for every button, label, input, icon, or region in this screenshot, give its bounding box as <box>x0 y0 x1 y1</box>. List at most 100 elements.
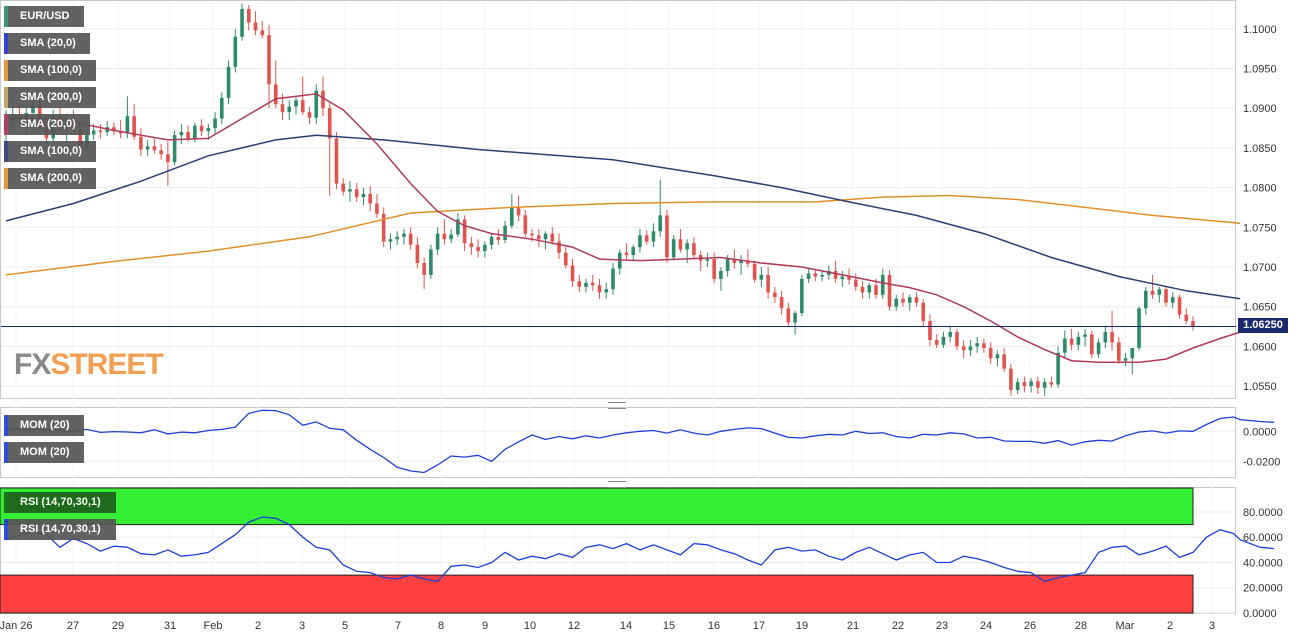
candle <box>341 178 346 196</box>
candle-body <box>31 104 35 113</box>
candle <box>550 227 555 245</box>
candle <box>327 101 332 196</box>
x-tick-label: Mar <box>1116 620 1135 632</box>
panel-resize-handle[interactable] <box>608 481 626 488</box>
candle-body <box>510 207 514 226</box>
candle-body <box>955 332 959 347</box>
candle-body <box>1009 368 1013 391</box>
candle-body <box>739 260 743 264</box>
candle-body <box>712 259 716 279</box>
candle-body <box>907 297 912 303</box>
legend-sma20[interactable]: SMA (20,0) <box>4 33 90 54</box>
candle-body <box>91 130 96 135</box>
y-tick-label: 1.0950 <box>1243 63 1277 75</box>
legend-mom[interactable]: MOM (20) <box>4 415 84 436</box>
candle <box>759 266 764 287</box>
candle-body <box>847 276 851 280</box>
candle <box>833 260 838 283</box>
legend-rsi[interactable]: RSI (14,70,30,1) <box>4 492 116 513</box>
candle <box>678 228 683 253</box>
candle <box>1022 376 1027 393</box>
legend-mom-line[interactable]: MOM (20) <box>4 442 84 463</box>
candle <box>1063 330 1067 359</box>
candle-body <box>1069 338 1074 345</box>
candle-body <box>1002 354 1006 369</box>
candle-body <box>139 136 143 150</box>
candle <box>941 332 946 348</box>
candle-body <box>901 298 905 303</box>
legend-sma200[interactable]: SMA (200,0) <box>4 87 96 108</box>
candle-body <box>489 236 494 245</box>
candle-body <box>1130 347 1135 359</box>
x-tick-label: 22 <box>892 620 904 632</box>
candle-body <box>563 252 568 266</box>
y-tick-label: 1.0700 <box>1243 262 1277 274</box>
price-panel[interactable] <box>0 0 1236 399</box>
candle-body <box>213 118 217 129</box>
y-tick-label: 1.0650 <box>1243 302 1277 314</box>
candle-body <box>611 268 615 290</box>
candle-body <box>557 241 561 253</box>
candle-body <box>928 320 932 341</box>
candle-body <box>597 285 602 293</box>
candle-body <box>1015 382 1020 391</box>
y-tick-label: 1.0900 <box>1243 103 1277 115</box>
candle <box>489 233 494 250</box>
candle-body <box>961 346 966 351</box>
legend-sma200-line[interactable]: SMA (200,0) <box>4 168 96 189</box>
candle-body <box>341 183 346 192</box>
candle <box>1184 308 1189 325</box>
logo-street: STREET <box>50 348 163 381</box>
candle-body <box>118 131 123 134</box>
candle <box>402 228 406 245</box>
current-price-label: 1.06250 <box>1238 318 1288 333</box>
candle-body <box>617 252 622 269</box>
candle-body <box>1049 382 1054 385</box>
candle-body <box>199 125 204 132</box>
y-tick-label: 1.0750 <box>1243 222 1277 234</box>
candle <box>894 294 899 311</box>
legend-rsi-line[interactable]: RSI (14,70,30,1) <box>4 519 116 540</box>
candle <box>381 207 386 248</box>
candle-body <box>530 233 534 236</box>
candle-body <box>300 100 305 113</box>
candle-body <box>651 231 656 242</box>
candle <box>779 290 784 315</box>
candle-body <box>354 189 359 198</box>
candle-body <box>226 66 231 98</box>
candle-body <box>516 207 521 216</box>
legend-sma100-line[interactable]: SMA (100,0) <box>4 141 96 162</box>
candle <box>988 342 993 364</box>
candle-body <box>159 150 163 155</box>
candle-body <box>273 84 278 105</box>
candle <box>867 282 872 299</box>
candle-body <box>644 235 649 242</box>
candle <box>1069 328 1074 351</box>
candle <box>388 233 393 250</box>
candle <box>921 298 926 327</box>
legend-sma20-line[interactable]: SMA (20,0) <box>4 114 90 135</box>
candle <box>746 249 750 267</box>
panel-resize-handle[interactable] <box>608 402 626 409</box>
candle <box>1049 376 1054 388</box>
candle <box>516 195 521 221</box>
candle-body <box>1029 381 1033 387</box>
candle <box>1170 292 1175 309</box>
candle <box>246 4 251 31</box>
candle-body <box>193 125 197 140</box>
candle-body <box>638 235 642 248</box>
candle-body <box>725 259 730 271</box>
candle-body <box>1103 332 1108 343</box>
candle-body <box>746 260 750 264</box>
legend-instrument[interactable]: EUR/USD <box>4 6 84 27</box>
candle <box>982 338 986 353</box>
legend-sma100[interactable]: SMA (100,0) <box>4 60 96 81</box>
candle <box>934 334 939 348</box>
candle-body <box>766 274 770 293</box>
candle <box>1191 316 1195 331</box>
candle <box>462 215 467 252</box>
y-tick-label: -0.0200 <box>1243 456 1280 468</box>
candle-body <box>483 244 487 252</box>
candle <box>597 278 602 299</box>
